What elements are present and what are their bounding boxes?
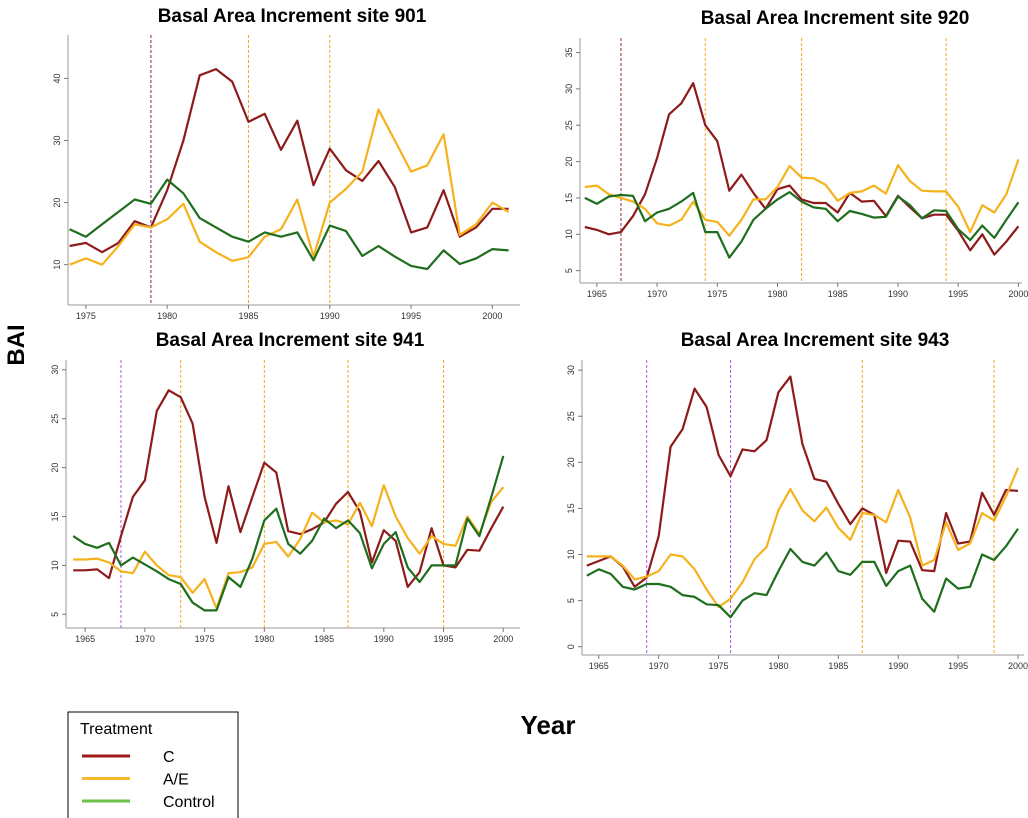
y-tick-label: 40 <box>52 73 62 83</box>
x-tick-label: 1965 <box>589 661 609 671</box>
x-tick-label: 1975 <box>76 311 96 321</box>
y-tick-label: 15 <box>564 193 574 203</box>
y-tick-label: 30 <box>566 365 576 375</box>
y-tick-label: 5 <box>566 598 576 603</box>
x-tick-label: 1970 <box>135 634 155 644</box>
x-tick-label: 1980 <box>254 634 274 644</box>
x-tick-label: 1990 <box>374 634 394 644</box>
y-tick-label: 5 <box>564 268 574 273</box>
y-tick-label: 15 <box>50 511 60 521</box>
y-axis-label: BAI <box>3 324 30 365</box>
x-tick-label: 1980 <box>157 311 177 321</box>
y-tick-label: 10 <box>52 260 62 270</box>
x-tick-label: 1985 <box>314 634 334 644</box>
x-tick-label: 1975 <box>709 661 729 671</box>
y-tick-label: 10 <box>564 229 574 239</box>
y-tick-label: 20 <box>564 157 574 167</box>
legend-title: Treatment <box>80 721 153 738</box>
series-line <box>586 467 1020 609</box>
x-tick-label: 1990 <box>888 661 908 671</box>
x-tick-label: 1970 <box>647 289 667 299</box>
x-tick-label: 1995 <box>948 661 968 671</box>
series-line <box>584 191 1020 259</box>
x-tick-label: 2000 <box>482 311 502 321</box>
x-tick-label: 1975 <box>195 634 215 644</box>
x-tick-label: 1985 <box>238 311 258 321</box>
x-tick-label: 1975 <box>707 289 727 299</box>
x-tick-label: 1995 <box>434 634 454 644</box>
y-tick-label: 25 <box>50 414 60 424</box>
x-tick-label: 1965 <box>587 289 607 299</box>
x-tick-label: 2000 <box>1008 289 1028 299</box>
x-tick-label: 2000 <box>1008 661 1028 671</box>
y-tick-label: 5 <box>50 612 60 617</box>
x-tick-label: 2000 <box>493 634 513 644</box>
series-line <box>584 82 1020 256</box>
x-tick-label: 1995 <box>401 311 421 321</box>
legend-label: Control <box>163 794 215 811</box>
series-line <box>584 159 1020 237</box>
x-tick-label: 1980 <box>767 289 787 299</box>
y-tick-label: 25 <box>564 120 574 130</box>
series-line <box>69 68 509 254</box>
x-axis-label: Year <box>521 710 576 740</box>
x-tick-label: 1995 <box>948 289 968 299</box>
y-tick-label: 10 <box>566 550 576 560</box>
chart-title: Basal Area Increment site 920 <box>701 8 970 29</box>
x-tick-label: 1990 <box>888 289 908 299</box>
series-line <box>586 375 1019 588</box>
x-tick-label: 1970 <box>649 661 669 671</box>
x-tick-label: 1965 <box>75 634 95 644</box>
y-tick-label: 20 <box>566 457 576 467</box>
legend-label: A/E <box>163 772 189 789</box>
y-tick-label: 35 <box>564 48 574 58</box>
chart-title: Basal Area Increment site 941 <box>156 330 425 351</box>
series-line <box>73 389 505 588</box>
y-tick-label: 20 <box>50 463 60 473</box>
y-tick-label: 15 <box>566 503 576 513</box>
legend-label: C <box>163 749 175 766</box>
y-tick-label: 30 <box>564 84 574 94</box>
series-line <box>69 108 510 266</box>
y-tick-label: 30 <box>50 365 60 375</box>
y-tick-label: 10 <box>50 560 60 570</box>
y-tick-label: 25 <box>566 411 576 421</box>
y-tick-label: 0 <box>566 644 576 649</box>
x-tick-label: 1985 <box>828 289 848 299</box>
series-line <box>73 484 505 610</box>
x-tick-label: 1980 <box>768 661 788 671</box>
series-line <box>69 178 509 271</box>
y-tick-label: 30 <box>52 136 62 146</box>
chart-title: Basal Area Increment site 901 <box>158 6 427 27</box>
chart-title: Basal Area Increment site 943 <box>681 330 950 351</box>
series-line <box>72 455 505 612</box>
series-line <box>586 528 1019 619</box>
y-tick-label: 20 <box>52 198 62 208</box>
x-tick-label: 1990 <box>320 311 340 321</box>
x-tick-label: 1985 <box>828 661 848 671</box>
